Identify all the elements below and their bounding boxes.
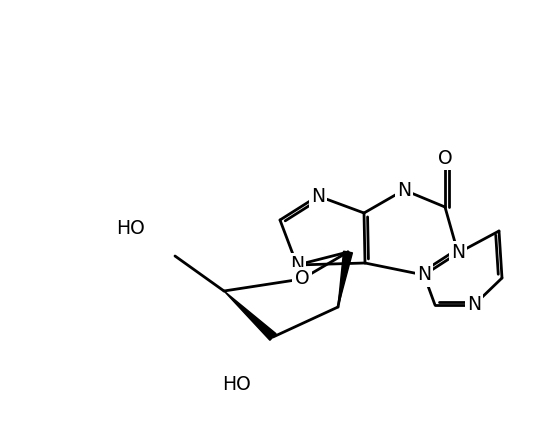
Text: N: N <box>467 295 481 314</box>
Text: HO: HO <box>116 219 144 237</box>
Text: N: N <box>397 181 411 200</box>
Text: HO: HO <box>223 375 251 394</box>
Text: N: N <box>311 187 325 206</box>
Text: N: N <box>451 243 465 262</box>
Polygon shape <box>224 291 276 340</box>
Text: O: O <box>438 149 452 168</box>
Text: O: O <box>295 269 310 288</box>
Text: N: N <box>290 255 304 275</box>
Polygon shape <box>338 251 352 307</box>
Text: N: N <box>417 265 431 284</box>
